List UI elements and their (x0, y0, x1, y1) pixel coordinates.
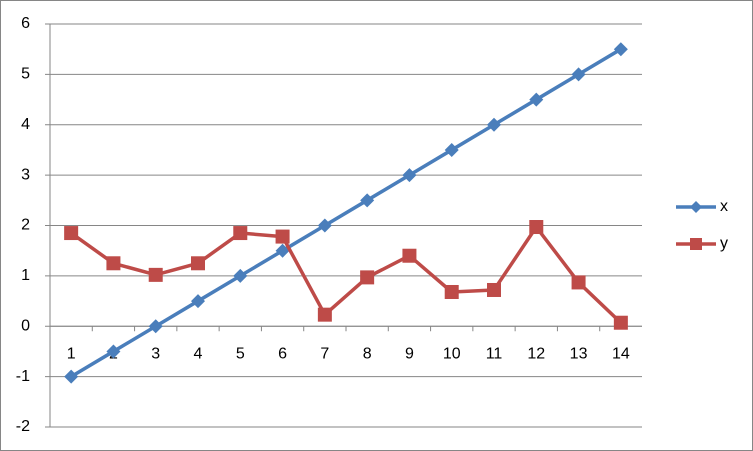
legend-label: y (720, 235, 728, 252)
y-tick-label: 4 (21, 116, 30, 133)
y-tick-label: 5 (21, 66, 30, 83)
marker (529, 92, 544, 107)
marker (148, 319, 163, 334)
marker (106, 344, 121, 359)
legend-marker (690, 238, 702, 250)
legend-marker (690, 201, 702, 213)
x-tick-label: 4 (194, 345, 203, 362)
marker (64, 369, 79, 384)
marker (64, 226, 79, 241)
x-tick-label: 7 (320, 345, 329, 362)
y-tick-label: 1 (21, 267, 30, 284)
marker (402, 248, 417, 263)
y-tick-label: 2 (21, 217, 30, 234)
x-tick-label: 5 (236, 345, 245, 362)
marker (191, 256, 205, 271)
marker (275, 229, 290, 244)
marker (613, 315, 628, 330)
marker (106, 256, 121, 271)
x-tick-label: 12 (527, 345, 545, 362)
x-tick-label: 14 (612, 345, 630, 362)
marker (571, 67, 586, 82)
y-tick-label: 0 (21, 317, 30, 334)
series-line (70, 225, 623, 324)
marker (275, 243, 290, 258)
y-tick-label: -1 (16, 368, 30, 385)
marker (317, 218, 332, 233)
x-tick-label: 1 (67, 345, 76, 362)
x-tick-label: 13 (570, 345, 588, 362)
marker (191, 294, 205, 309)
y-tick-label: 6 (21, 15, 30, 32)
y-tick-label: 3 (21, 166, 30, 183)
x-tick-label: 6 (278, 345, 287, 362)
x-tick-label: 9 (405, 345, 414, 362)
series-line (70, 47, 622, 379)
marker (317, 307, 332, 322)
x-tick-label: 11 (486, 345, 503, 362)
marker (529, 220, 544, 235)
marker (360, 270, 375, 285)
x-tick-label: 3 (151, 345, 160, 362)
x-tick-label: 10 (443, 345, 461, 362)
marker (487, 117, 501, 132)
x-tick-label: 8 (363, 345, 372, 362)
marker (360, 193, 375, 208)
marker (487, 282, 501, 297)
marker (148, 267, 163, 282)
marker (444, 284, 459, 299)
marker (233, 268, 248, 283)
marker (571, 275, 586, 290)
marker (613, 42, 628, 57)
marker (444, 142, 459, 157)
y-tick-label: -2 (16, 418, 30, 435)
marker (402, 168, 417, 183)
legend-label: x (720, 198, 728, 215)
marker (233, 226, 248, 241)
